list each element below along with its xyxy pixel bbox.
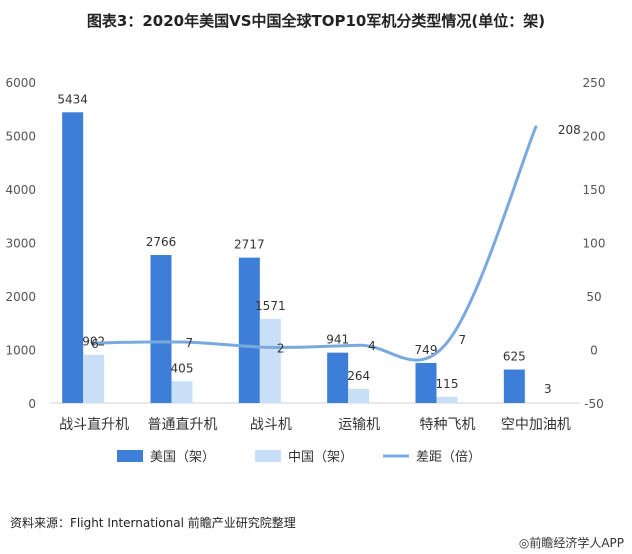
bar-cn-tail-label: 3 xyxy=(544,382,552,396)
y-right-tick-label: 50 xyxy=(586,290,601,304)
bar-us xyxy=(150,255,172,403)
x-tick-label: 普通直升机 xyxy=(148,416,218,433)
gap-label: 6 xyxy=(91,337,99,351)
bar-cn-label: 1571 xyxy=(255,299,286,313)
gap-label: 2 xyxy=(277,341,285,355)
bar-us-label: 2766 xyxy=(146,235,177,249)
bar-cn xyxy=(259,318,281,403)
bar-us-label: 2717 xyxy=(234,238,265,252)
bar-us-label: 941 xyxy=(326,333,349,347)
legend-label-cn: 中国（架） xyxy=(288,450,353,465)
gap-label: 208 xyxy=(558,123,581,137)
bar-us xyxy=(62,112,84,403)
y-left-tick-label: 1000 xyxy=(5,344,36,358)
bar-cn xyxy=(348,388,370,403)
chart-title: 图表3：2020年美国VS中国全球TOP10军机分类型情况(单位：架) xyxy=(86,12,546,30)
bar-cn xyxy=(436,396,458,403)
y-right-tick-label: 200 xyxy=(583,130,606,144)
x-tick-label: 运输机 xyxy=(338,417,380,433)
gap-label: 7 xyxy=(459,333,467,347)
bar-us xyxy=(327,352,349,403)
y-left-tick-label: 0 xyxy=(28,397,36,411)
legend-label-gap: 差距（倍） xyxy=(416,450,481,465)
y-left-tick-label: 5000 xyxy=(5,130,36,144)
bar-cn-label: 115 xyxy=(436,377,459,391)
app-watermark: ◎前瞻经济学人APP xyxy=(518,536,624,550)
bar-us xyxy=(503,369,525,403)
y-right-tick-label: -50 xyxy=(584,397,604,411)
bar-us-label: 5434 xyxy=(57,92,88,106)
gap-label: 4 xyxy=(368,339,376,353)
x-tick-label: 特种飞机 xyxy=(420,417,476,433)
legend-swatch-us xyxy=(117,450,143,462)
x-tick-label: 战斗直升机 xyxy=(59,416,129,433)
y-right-tick-label: 0 xyxy=(590,344,598,358)
y-left-tick-label: 3000 xyxy=(5,237,36,251)
bar-us-label: 625 xyxy=(503,350,526,364)
y-right-tick-label: 250 xyxy=(583,76,606,90)
bar-cn-label: 405 xyxy=(171,361,194,375)
y-left-tick-label: 6000 xyxy=(5,76,36,90)
source-note: 资料来源：Flight International 前瞻产业研究院整理 xyxy=(10,516,296,530)
bar-cn xyxy=(83,354,105,403)
x-tick-label: 空中加油机 xyxy=(501,417,571,433)
bar-us xyxy=(238,257,260,403)
gap-series-line xyxy=(92,125,538,362)
bar-us-label: 749 xyxy=(415,343,438,357)
bar-cn-label: 264 xyxy=(347,369,370,383)
bar-cn xyxy=(171,381,193,403)
bar-us xyxy=(415,362,437,403)
legend-swatch-cn xyxy=(255,450,281,462)
gap-label: 7 xyxy=(186,336,194,350)
y-left-tick-label: 2000 xyxy=(5,290,36,304)
y-right-tick-label: 100 xyxy=(583,237,606,251)
y-right-tick-label: 150 xyxy=(583,183,606,197)
legend-label-us: 美国（架） xyxy=(150,450,215,465)
y-left-tick-label: 4000 xyxy=(5,183,36,197)
x-tick-label: 战斗机 xyxy=(250,417,292,433)
